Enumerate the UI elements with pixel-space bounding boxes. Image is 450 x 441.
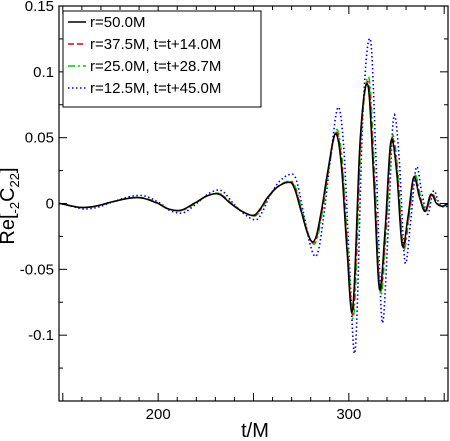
legend-label: r=50.0M [90, 14, 145, 31]
series-line [59, 82, 448, 313]
y-tick-label: 0.05 [25, 130, 54, 147]
legend-label: r=12.5M, t=t+45.0M [90, 80, 221, 97]
y-label-prefix: Re[ [0, 213, 19, 245]
y-label-close: ] [0, 167, 19, 173]
plot-lines [59, 37, 448, 356]
y-tick-label: 0 [46, 196, 54, 213]
x-axis-label: t/M [241, 420, 269, 441]
y-label-sub-pre: -2 [7, 202, 22, 214]
y-tick-label: 0.15 [25, 0, 54, 15]
x-tick-label: 300 [336, 406, 361, 423]
axis-tick-labels: 200 300 0.15 0.1 0.05 0 -0.05 -0.1 [20, 0, 362, 423]
legend-label: r=37.5M, t=t+14.0M [90, 36, 221, 53]
y-axis-label: Re[-2C22] [0, 167, 22, 244]
y-tick-label: -0.05 [20, 261, 54, 278]
series-line [59, 37, 448, 356]
axis-ticks [59, 5, 448, 402]
legend-box [62, 10, 262, 108]
y-label-mid: C [0, 187, 19, 201]
legend: r=50.0M r=37.5M, t=t+14.0M r=25.0M, t=t+28… [62, 10, 262, 108]
x-tick-label: 200 [146, 406, 171, 423]
legend-label: r=25.0M, t=t+28.7M [90, 58, 221, 75]
y-label-sub-post: 22 [7, 173, 22, 187]
y-tick-label: -0.1 [28, 327, 54, 344]
y-tick-label: 0.1 [33, 64, 54, 81]
